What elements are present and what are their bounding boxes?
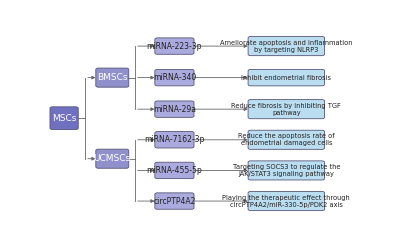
Text: miRNA-455-5p: miRNA-455-5p xyxy=(146,166,203,175)
Text: UCMSCs: UCMSCs xyxy=(94,154,131,163)
FancyBboxPatch shape xyxy=(155,162,194,179)
FancyBboxPatch shape xyxy=(248,69,324,86)
Text: miRNA-29a: miRNA-29a xyxy=(153,105,196,114)
Text: Ameliorate apoptosis and inflammation
by targeting NLRP3: Ameliorate apoptosis and inflammation by… xyxy=(220,40,352,53)
FancyBboxPatch shape xyxy=(155,38,194,54)
FancyBboxPatch shape xyxy=(155,193,194,209)
Text: BMSCs: BMSCs xyxy=(97,73,128,82)
Text: miRNA-340: miRNA-340 xyxy=(153,73,196,82)
Text: MSCs: MSCs xyxy=(52,114,76,123)
FancyBboxPatch shape xyxy=(248,161,324,180)
Text: circPTP4A2: circPTP4A2 xyxy=(153,197,196,205)
Text: miRNA-223-3p: miRNA-223-3p xyxy=(147,42,202,51)
Text: Reduce the apoptosis rate of
endometrial damaged cells: Reduce the apoptosis rate of endometrial… xyxy=(238,133,334,146)
FancyBboxPatch shape xyxy=(96,149,129,168)
Text: miRNA-7162-3p: miRNA-7162-3p xyxy=(144,135,205,144)
FancyBboxPatch shape xyxy=(248,37,324,56)
FancyBboxPatch shape xyxy=(155,69,194,86)
FancyBboxPatch shape xyxy=(96,68,129,87)
Text: Targeting SOCS3 to regulate the
JAK/STAT3 signaling pathway: Targeting SOCS3 to regulate the JAK/STAT… xyxy=(233,164,340,177)
FancyBboxPatch shape xyxy=(50,107,78,130)
FancyBboxPatch shape xyxy=(248,191,324,211)
FancyBboxPatch shape xyxy=(155,101,194,117)
Text: Reduce fibrosis by inhibiting TGF
pathway: Reduce fibrosis by inhibiting TGF pathwa… xyxy=(231,103,341,116)
FancyBboxPatch shape xyxy=(248,100,324,119)
FancyBboxPatch shape xyxy=(248,130,324,149)
Text: Inhibit endometrial fibrosis: Inhibit endometrial fibrosis xyxy=(241,75,331,81)
FancyBboxPatch shape xyxy=(155,132,194,148)
Text: Playing the therapeutic effect through
circPTP4A2/miR-330-5p/PDK2 axis: Playing the therapeutic effect through c… xyxy=(223,194,350,208)
